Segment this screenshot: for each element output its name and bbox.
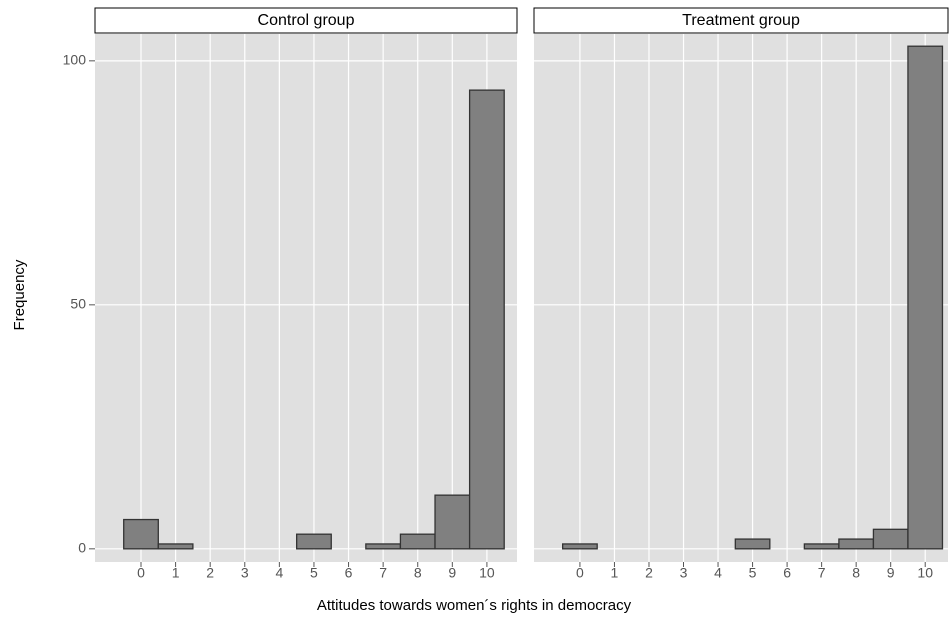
panel-background — [95, 34, 517, 562]
x-tick-label: 0 — [137, 565, 145, 581]
bar — [562, 543, 598, 550]
bar — [734, 538, 771, 550]
x-tick-label: 0 — [576, 565, 584, 581]
x-tick-label: 8 — [414, 565, 422, 581]
x-axis-label: Attitudes towards women´s rights in demo… — [317, 597, 632, 614]
strip — [533, 7, 949, 34]
bar — [907, 45, 944, 550]
bar — [872, 528, 909, 550]
x-tick-label: 6 — [345, 565, 353, 581]
x-tick-label: 9 — [448, 565, 456, 581]
x-tick-label: 8 — [852, 565, 860, 581]
panel-title: Treatment group — [682, 12, 800, 29]
x-tick-label: 6 — [783, 565, 791, 581]
x-tick-label: 1 — [611, 565, 619, 581]
x-tick-label: 5 — [749, 565, 757, 581]
bar — [803, 543, 840, 550]
bar — [157, 543, 194, 550]
bar — [123, 518, 159, 550]
x-tick-label: 5 — [310, 565, 318, 581]
x-tick-label: 9 — [887, 565, 895, 581]
bar — [365, 543, 402, 550]
x-tick-label: 2 — [645, 565, 653, 581]
bar — [468, 89, 505, 550]
bar — [296, 533, 332, 550]
x-tick-label: 4 — [275, 565, 283, 581]
y-axis-label: Frequency — [11, 259, 28, 330]
x-tick-label: 3 — [680, 565, 688, 581]
x-tick-label: 7 — [379, 565, 387, 581]
x-tick-label: 7 — [818, 565, 826, 581]
y-tick-label: 0 — [78, 540, 86, 556]
x-tick-label: 3 — [241, 565, 249, 581]
x-tick-label: 10 — [917, 565, 933, 581]
x-tick-label: 1 — [172, 565, 180, 581]
x-tick-label: 4 — [714, 565, 722, 581]
bar — [399, 533, 436, 550]
strip — [94, 7, 518, 34]
y-tick-label: 50 — [70, 296, 86, 312]
x-tick-label: 10 — [479, 565, 495, 581]
panel-background — [534, 34, 948, 562]
x-tick-label: 2 — [206, 565, 214, 581]
y-tick-label: 100 — [63, 52, 87, 68]
bar — [434, 494, 471, 550]
bar — [838, 538, 875, 550]
panel-title: Control group — [258, 12, 355, 29]
